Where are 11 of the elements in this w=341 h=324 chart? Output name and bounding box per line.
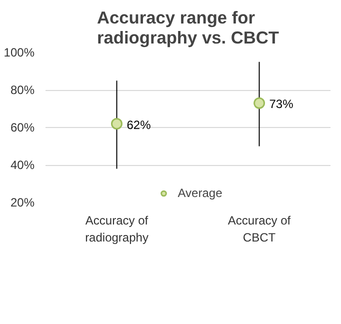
y-tick-label: 100% bbox=[4, 46, 35, 60]
x-tick-label: Accuracy of CBCT bbox=[228, 214, 292, 244]
chart-title: Accuracy range for radiography vs. CBCT bbox=[97, 8, 280, 48]
y-tick-label: 80% bbox=[10, 83, 35, 97]
y-tick-label: 20% bbox=[10, 196, 35, 210]
data-label: 73% bbox=[269, 97, 294, 112]
x-tick-label: Accuracy of radiography bbox=[85, 214, 149, 244]
y-tick-label: 40% bbox=[10, 158, 35, 172]
legend-label: Average bbox=[178, 186, 222, 200]
y-tick-label: 60% bbox=[10, 120, 35, 134]
data-label: 62% bbox=[126, 118, 152, 132]
